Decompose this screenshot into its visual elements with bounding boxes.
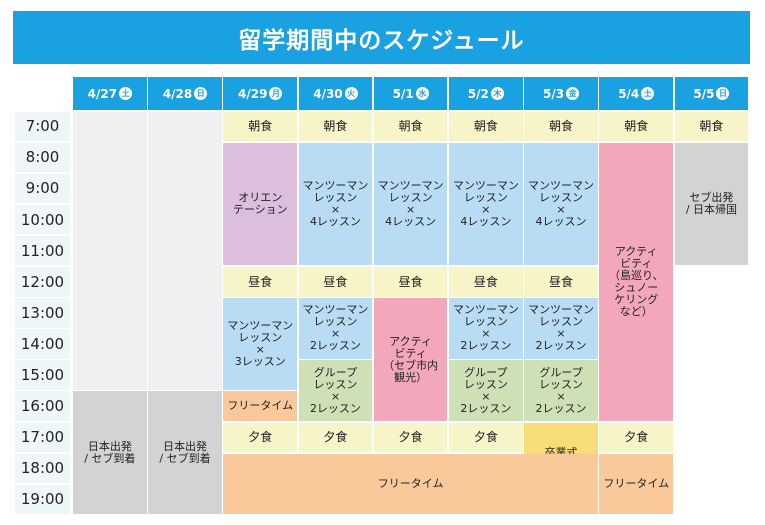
day-header-5-4: 5/4 土 bbox=[599, 77, 674, 110]
time-label: 17:00 bbox=[15, 422, 70, 453]
activity-5-4: アクティ ビティ （島巡り、 シュノー ケリング など） bbox=[599, 142, 674, 421]
time-label: 12:00 bbox=[15, 267, 70, 297]
weekday-badge: 土 bbox=[641, 87, 655, 100]
lunch-4-29: 昼食 bbox=[223, 267, 298, 297]
page-title: 留学期間中のスケジュール bbox=[13, 11, 750, 64]
day-header-5-2: 5/2 木 bbox=[449, 77, 523, 110]
dinner-4-29: 夕食 bbox=[223, 422, 298, 453]
lunch-4-30: 昼食 bbox=[298, 267, 373, 297]
time-label: 7:00 bbox=[15, 111, 70, 142]
time-label: 15:00 bbox=[15, 360, 70, 390]
weekday-badge: 金 bbox=[566, 87, 580, 100]
day-date: 5/2 bbox=[467, 86, 489, 101]
weekday-badge: 土 bbox=[119, 87, 133, 100]
breakfast-5-2: 朝食 bbox=[449, 111, 523, 142]
group-5-3: グループ レッスン × 2レッスン bbox=[524, 360, 598, 421]
orientation-4-29: オリエン テーション bbox=[223, 142, 298, 266]
lesson-am-5-3: マンツーマン レッスン × 4レッスン bbox=[524, 142, 598, 266]
day-header-5-5: 5/5 日 bbox=[674, 77, 749, 110]
free-evening: フリータイム bbox=[223, 453, 598, 515]
day-date: 4/27 bbox=[87, 86, 118, 101]
lesson-am-5-1: マンツーマン レッスン × 4レッスン bbox=[373, 142, 448, 266]
lesson-pm-5-2: マンツーマン レッスン × 2レッスン bbox=[449, 298, 523, 359]
breakfast-5-1: 朝食 bbox=[373, 111, 448, 142]
day-header-4-29: 4/29 月 bbox=[223, 77, 298, 110]
day-header-4-27: 4/27 土 bbox=[73, 77, 147, 110]
lesson-pm-4-29: マンツーマン レッスン × 3レッスン bbox=[223, 298, 298, 390]
time-label: 14:00 bbox=[15, 329, 70, 359]
day-date: 4/28 bbox=[162, 86, 193, 101]
breakfast-5-3: 朝食 bbox=[524, 111, 598, 142]
group-4-30: グループ レッスン × 2レッスン bbox=[298, 360, 373, 421]
empty-4-28 bbox=[148, 111, 222, 390]
lesson-pm-4-30: マンツーマン レッスン × 2レッスン bbox=[298, 298, 373, 359]
free-4-29: フリータイム bbox=[223, 391, 298, 421]
breakfast-5-5: 朝食 bbox=[674, 111, 749, 142]
day-header-5-3: 5/3 金 bbox=[524, 77, 598, 110]
departure-4-27: 日本出発 / セブ到着 bbox=[73, 391, 147, 515]
blank-5-5 bbox=[674, 267, 749, 515]
weekday-badge: 日 bbox=[716, 87, 730, 100]
activity-5-1: アクティ ビティ （セブ市内 観光） bbox=[373, 298, 448, 421]
time-label: 8:00 bbox=[15, 142, 70, 173]
breakfast-4-30: 朝食 bbox=[298, 111, 373, 142]
day-header-5-1: 5/1 水 bbox=[373, 77, 448, 110]
time-label: 13:00 bbox=[15, 298, 70, 328]
time-label: 11:00 bbox=[15, 235, 70, 266]
day-header-4-30: 4/30 火 bbox=[298, 77, 373, 110]
lesson-am-4-30: マンツーマン レッスン × 4レッスン bbox=[298, 142, 373, 266]
lunch-5-2: 昼食 bbox=[449, 267, 523, 297]
day-date: 5/4 bbox=[618, 86, 640, 101]
time-label: 10:00 bbox=[15, 204, 70, 235]
breakfast-4-29: 朝食 bbox=[223, 111, 298, 142]
lesson-am-5-2: マンツーマン レッスン × 4レッスン bbox=[449, 142, 523, 266]
empty-4-27 bbox=[73, 111, 147, 390]
dinner-5-2: 夕食 bbox=[449, 422, 523, 453]
breakfast-5-4: 朝食 bbox=[599, 111, 674, 142]
lesson-pm-5-3: マンツーマン レッスン × 2レッスン bbox=[524, 298, 598, 359]
day-date: 5/5 bbox=[693, 86, 715, 101]
weekday-badge: 月 bbox=[269, 87, 283, 100]
group-5-2: グループ レッスン × 2レッスン bbox=[449, 360, 523, 421]
time-label: 9:00 bbox=[15, 173, 70, 204]
day-header-4-28: 4/28 日 bbox=[148, 77, 222, 110]
departure-4-28: 日本出発 / セブ到着 bbox=[148, 391, 222, 515]
weekday-badge: 木 bbox=[490, 87, 504, 100]
free-5-4: フリータイム bbox=[599, 453, 674, 515]
return-5-5: セブ出発 / 日本帰国 bbox=[674, 142, 749, 266]
time-label: 18:00 bbox=[15, 453, 70, 484]
dinner-4-30: 夕食 bbox=[298, 422, 373, 453]
weekday-badge: 日 bbox=[194, 87, 208, 100]
day-date: 5/1 bbox=[392, 86, 414, 101]
day-date: 4/29 bbox=[238, 86, 268, 101]
weekday-badge: 水 bbox=[415, 87, 429, 100]
time-label: 16:00 bbox=[15, 391, 70, 421]
weekday-badge: 火 bbox=[344, 87, 358, 100]
lunch-5-1: 昼食 bbox=[373, 267, 448, 297]
lunch-5-3: 昼食 bbox=[524, 267, 598, 297]
dinner-5-4: 夕食 bbox=[599, 422, 674, 453]
dinner-5-1: 夕食 bbox=[373, 422, 448, 453]
day-date: 5/3 bbox=[542, 86, 565, 101]
time-label: 19:00 bbox=[15, 484, 70, 515]
day-date: 4/30 bbox=[313, 86, 343, 101]
